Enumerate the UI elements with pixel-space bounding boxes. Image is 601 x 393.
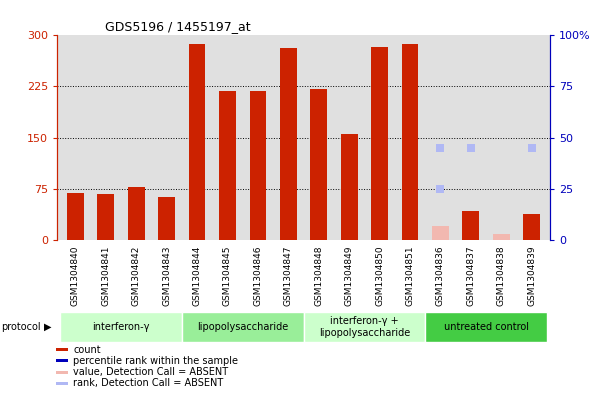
Bar [371,47,388,240]
Text: rank, Detection Call = ABSENT: rank, Detection Call = ABSENT [73,378,224,388]
Text: GSM1304849: GSM1304849 [344,245,353,306]
Text: GSM1304844: GSM1304844 [192,245,201,306]
Text: GSM1304850: GSM1304850 [375,245,384,306]
Bar [60,312,182,342]
Text: GSM1304837: GSM1304837 [466,245,475,306]
Bar [432,226,449,240]
Text: GSM1304843: GSM1304843 [162,245,171,306]
Bar [425,312,547,342]
Bar [158,198,175,240]
Bar [249,91,266,240]
Bar [523,214,540,240]
Bar [493,234,510,240]
Point [436,145,445,151]
Text: value, Detection Call = ABSENT: value, Detection Call = ABSENT [73,367,228,377]
Text: interferon-γ: interferon-γ [92,322,150,332]
Text: protocol: protocol [1,322,41,332]
Bar [67,193,84,240]
Bar [401,44,418,240]
Text: GSM1304848: GSM1304848 [314,245,323,306]
Point [436,185,445,192]
Bar [310,88,327,240]
Text: GSM1304846: GSM1304846 [254,245,263,306]
Point [466,145,475,151]
Text: GSM1304851: GSM1304851 [406,245,415,306]
Bar [219,91,236,240]
Bar [97,194,114,240]
Text: GSM1304840: GSM1304840 [71,245,80,306]
Bar [56,382,69,385]
Text: untreated control: untreated control [444,322,528,332]
Point [527,145,537,151]
Bar [56,348,69,351]
Text: GSM1304838: GSM1304838 [497,245,505,306]
Bar [56,371,69,373]
Bar [280,48,297,240]
Text: percentile rank within the sample: percentile rank within the sample [73,356,238,366]
Text: lipopolysaccharide: lipopolysaccharide [197,322,288,332]
Text: GSM1304839: GSM1304839 [527,245,536,306]
Bar [182,312,304,342]
Text: GDS5196 / 1455197_at: GDS5196 / 1455197_at [105,20,251,33]
Text: GSM1304841: GSM1304841 [102,245,110,306]
Bar [189,44,206,240]
Text: count: count [73,345,101,354]
Text: ▶: ▶ [44,322,52,332]
Bar [341,134,358,240]
Bar [462,211,479,240]
Bar [56,360,69,362]
Text: GSM1304845: GSM1304845 [223,245,232,306]
Bar [304,312,425,342]
Bar [128,187,145,240]
Text: interferon-γ +
lipopolysaccharide: interferon-γ + lipopolysaccharide [319,316,410,338]
Text: GSM1304847: GSM1304847 [284,245,293,306]
Text: GSM1304836: GSM1304836 [436,245,445,306]
Text: GSM1304842: GSM1304842 [132,245,141,306]
